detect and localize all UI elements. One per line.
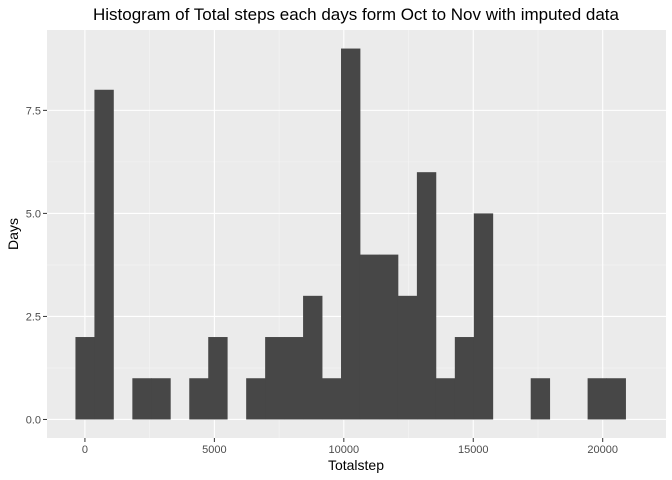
y-axis-title: Days <box>5 218 21 250</box>
y-tick-label: 0.0 <box>26 414 41 426</box>
histogram-bar <box>303 295 323 420</box>
x-tick-label: 5000 <box>202 444 226 456</box>
histogram-bar <box>341 48 361 420</box>
histogram-bar <box>94 89 114 420</box>
histogram-bar <box>378 254 399 420</box>
y-tick-label: 5.0 <box>26 208 41 220</box>
histogram-bar <box>530 378 551 420</box>
y-axis: 0.0 2.5 5.0 7.5 <box>26 105 47 426</box>
histogram-bar <box>606 378 626 420</box>
y-tick-label: 7.5 <box>26 105 41 117</box>
y-tick-label: 2.5 <box>26 311 41 323</box>
chart-title: Histogram of Total steps each days form … <box>93 5 620 24</box>
histogram-bar <box>132 378 152 420</box>
histogram-bar <box>284 337 304 420</box>
histogram-bar <box>359 254 380 420</box>
histogram-bar <box>473 213 494 420</box>
histogram-bar <box>454 337 475 420</box>
histogram-bar <box>265 337 285 420</box>
x-tick-label: 20000 <box>587 444 618 456</box>
histogram-bar <box>189 378 209 420</box>
x-axis-title: Totalstep <box>328 457 384 473</box>
x-tick-label: 10000 <box>329 444 360 456</box>
histogram-bar <box>246 378 266 420</box>
histogram-bar <box>322 378 342 420</box>
x-tick-label: 0 <box>82 444 88 456</box>
x-tick-label: 15000 <box>458 444 489 456</box>
histogram-bar <box>208 337 228 420</box>
histogram-bar <box>416 172 437 420</box>
histogram-bar <box>151 378 171 420</box>
bars <box>75 48 626 420</box>
histogram-bar <box>435 378 456 420</box>
histogram-bar <box>587 378 607 420</box>
x-axis: 0 5000 10000 15000 20000 <box>82 438 618 456</box>
histogram-bar <box>397 295 418 420</box>
histogram-bar <box>75 337 95 420</box>
